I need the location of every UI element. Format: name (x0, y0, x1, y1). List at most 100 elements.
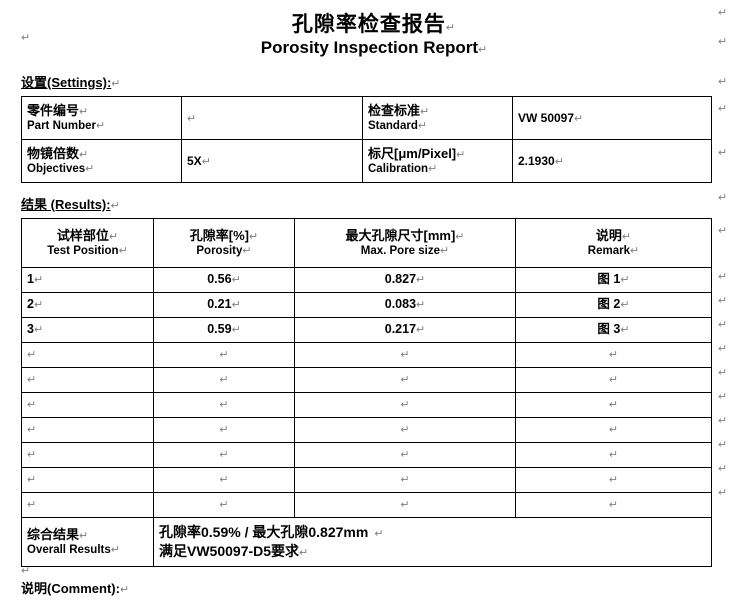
cell-value: 2 (27, 297, 34, 312)
cell-max-pore-size[interactable]: ↵ (294, 342, 516, 368)
cell-max-pore-size[interactable]: ↵ (294, 367, 516, 393)
cell-porosity[interactable]: 0.59↵ (153, 317, 295, 343)
header-english: Porosity↵ (196, 244, 252, 257)
cell-max-pore-size[interactable]: ↵ (294, 492, 516, 518)
value-text: 5X (187, 153, 202, 168)
cell-porosity[interactable]: ↵ (153, 417, 295, 443)
comment-heading-chinese: 说明 (21, 581, 48, 596)
cell-remark[interactable]: ↵ (515, 392, 712, 418)
cell-remark[interactable]: ↵ (515, 342, 712, 368)
cell-porosity[interactable]: ↵ (153, 392, 295, 418)
header-english: Max. Pore size↵ (360, 244, 450, 257)
overall-results-label: 综合结果↵ Overall Results↵ (21, 517, 154, 567)
cell-test-position[interactable]: 2↵ (21, 292, 154, 318)
table-row: ↵ ↵ ↵ ↵ (21, 392, 712, 418)
cell-max-pore-size[interactable]: ↵ (294, 417, 516, 443)
paragraph-mark: ↵ (718, 7, 728, 19)
paragraph-mark: ↵ (718, 76, 728, 88)
label-chinese: 零件编号↵ (27, 102, 89, 118)
cell-value: 0.56 (207, 272, 232, 287)
paragraph-mark: ↵ (187, 112, 197, 125)
cell-remark[interactable]: ↵ (515, 417, 712, 443)
cell-remark[interactable]: 图 3↵ (515, 317, 712, 343)
results-heading-english: (Results): (50, 197, 111, 212)
label-english: Part Number↵ (27, 119, 106, 132)
cell-max-pore-size[interactable]: 0.217↵ (294, 317, 516, 343)
report-title-english-text: Porosity Inspection Report (260, 38, 479, 57)
cell-value: 图 1 (597, 272, 621, 287)
cell-test-position[interactable]: ↵ (21, 417, 154, 443)
overall-results-row: 综合结果↵ Overall Results↵ 孔隙率0.59% / 最大孔隙0.… (21, 517, 712, 567)
paragraph-mark: ↵ (574, 112, 584, 125)
header-english: Remark↵ (587, 244, 640, 257)
cell-porosity[interactable]: ↵ (153, 492, 295, 518)
cell-max-pore-size[interactable]: ↵ (294, 442, 516, 468)
cell-test-position[interactable]: ↵ (21, 342, 154, 368)
comment-section-heading: 说明(Comment):↵ (21, 578, 129, 597)
label-chinese: 检查标准↵ (368, 102, 430, 118)
cell-remark[interactable]: ↵ (515, 467, 712, 493)
cell-test-position[interactable]: ↵ (21, 492, 154, 518)
column-header-porosity: 孔隙率[%]↵ Porosity↵ (153, 218, 295, 268)
paragraph-mark: ↵ (445, 22, 457, 34)
paragraph-mark: ↵ (21, 565, 31, 577)
cell-test-position[interactable]: 1↵ (21, 267, 154, 293)
settings-value-objectives[interactable]: 5X↵ (181, 139, 363, 183)
cell-remark[interactable]: ↵ (515, 367, 712, 393)
results-heading-chinese: 结果 (21, 197, 48, 212)
table-row: 2↵ 0.21↵ 0.083↵ 图 2↵ (21, 292, 712, 318)
settings-value-standard[interactable]: VW 50097↵ (512, 96, 712, 140)
table-row: ↵ ↵ ↵ ↵ (21, 442, 712, 468)
cell-test-position[interactable]: ↵ (21, 442, 154, 468)
cell-remark[interactable]: ↵ (515, 442, 712, 468)
cell-max-pore-size[interactable]: 0.827↵ (294, 267, 516, 293)
table-row: 1↵ 0.56↵ 0.827↵ 图 1↵ (21, 267, 712, 293)
report-title-english: Porosity Inspection Report↵ (0, 38, 748, 58)
header-chinese: 孔隙率[%]↵ (189, 227, 259, 243)
cell-remark[interactable]: 图 2↵ (515, 292, 712, 318)
header-chinese: 说明↵ (595, 227, 632, 243)
settings-label-calibration: 标尺[μm/Pixel]↵ Calibration↵ (362, 139, 513, 183)
settings-heading-chinese: 设置 (21, 75, 48, 90)
label-chinese: 物镜倍数↵ (27, 145, 89, 161)
table-row: 零件编号↵ Part Number↵ ↵ 检查标准↵ Standard↵ VW … (21, 96, 712, 140)
column-header-test-position: 试样部位↵ Test Position↵ (21, 218, 154, 268)
overall-results-value[interactable]: 孔隙率0.59% / 最大孔隙0.827mm ↵ 满足VW50097-D5要求↵ (153, 517, 712, 567)
cell-max-pore-size[interactable]: 0.083↵ (294, 292, 516, 318)
settings-value-calibration[interactable]: 2.1930↵ (512, 139, 712, 183)
cell-max-pore-size[interactable]: ↵ (294, 467, 516, 493)
paragraph-mark: ↵ (718, 225, 728, 237)
settings-label-standard: 检查标准↵ Standard↵ (362, 96, 513, 140)
cell-porosity[interactable]: 0.21↵ (153, 292, 295, 318)
table-row: 3↵ 0.59↵ 0.217↵ 图 3↵ (21, 317, 712, 343)
cell-porosity[interactable]: ↵ (153, 442, 295, 468)
cell-test-position[interactable]: 3↵ (21, 317, 154, 343)
cell-max-pore-size[interactable]: ↵ (294, 392, 516, 418)
header-english: Test Position↵ (47, 244, 128, 257)
cell-porosity[interactable]: ↵ (153, 467, 295, 493)
cell-porosity[interactable]: ↵ (153, 342, 295, 368)
paragraph-mark: ↵ (718, 463, 728, 475)
column-header-max-pore-size: 最大孔隙尺寸[mm]↵ Max. Pore size↵ (294, 218, 516, 268)
overall-results-line-1: 孔隙率0.59% / 最大孔隙0.827mm ↵ (159, 524, 384, 541)
paragraph-mark: ↵ (718, 271, 728, 283)
paragraph-mark: ↵ (718, 391, 728, 403)
cell-test-position[interactable]: ↵ (21, 467, 154, 493)
cell-remark[interactable]: ↵ (515, 492, 712, 518)
paragraph-mark: ↵ (718, 439, 728, 451)
paragraph-mark: ↵ (718, 487, 728, 499)
settings-value-part-number[interactable]: ↵ (181, 96, 363, 140)
paragraph-mark: ↵ (21, 32, 31, 44)
header-chinese: 试样部位↵ (56, 227, 119, 243)
cell-remark[interactable]: 图 1↵ (515, 267, 712, 293)
cell-porosity[interactable]: ↵ (153, 367, 295, 393)
overall-results-line-2: 满足VW50097-D5要求↵ (159, 543, 309, 559)
paragraph-mark: ↵ (554, 155, 564, 168)
column-header-remark: 说明↵ Remark↵ (515, 218, 712, 268)
cell-test-position[interactable]: ↵ (21, 367, 154, 393)
cell-test-position[interactable]: ↵ (21, 392, 154, 418)
cell-porosity[interactable]: 0.56↵ (153, 267, 295, 293)
table-row: ↵ ↵ ↵ ↵ (21, 492, 712, 518)
paragraph-mark: ↵ (718, 147, 728, 159)
table-row: ↵ ↵ ↵ ↵ (21, 417, 712, 443)
